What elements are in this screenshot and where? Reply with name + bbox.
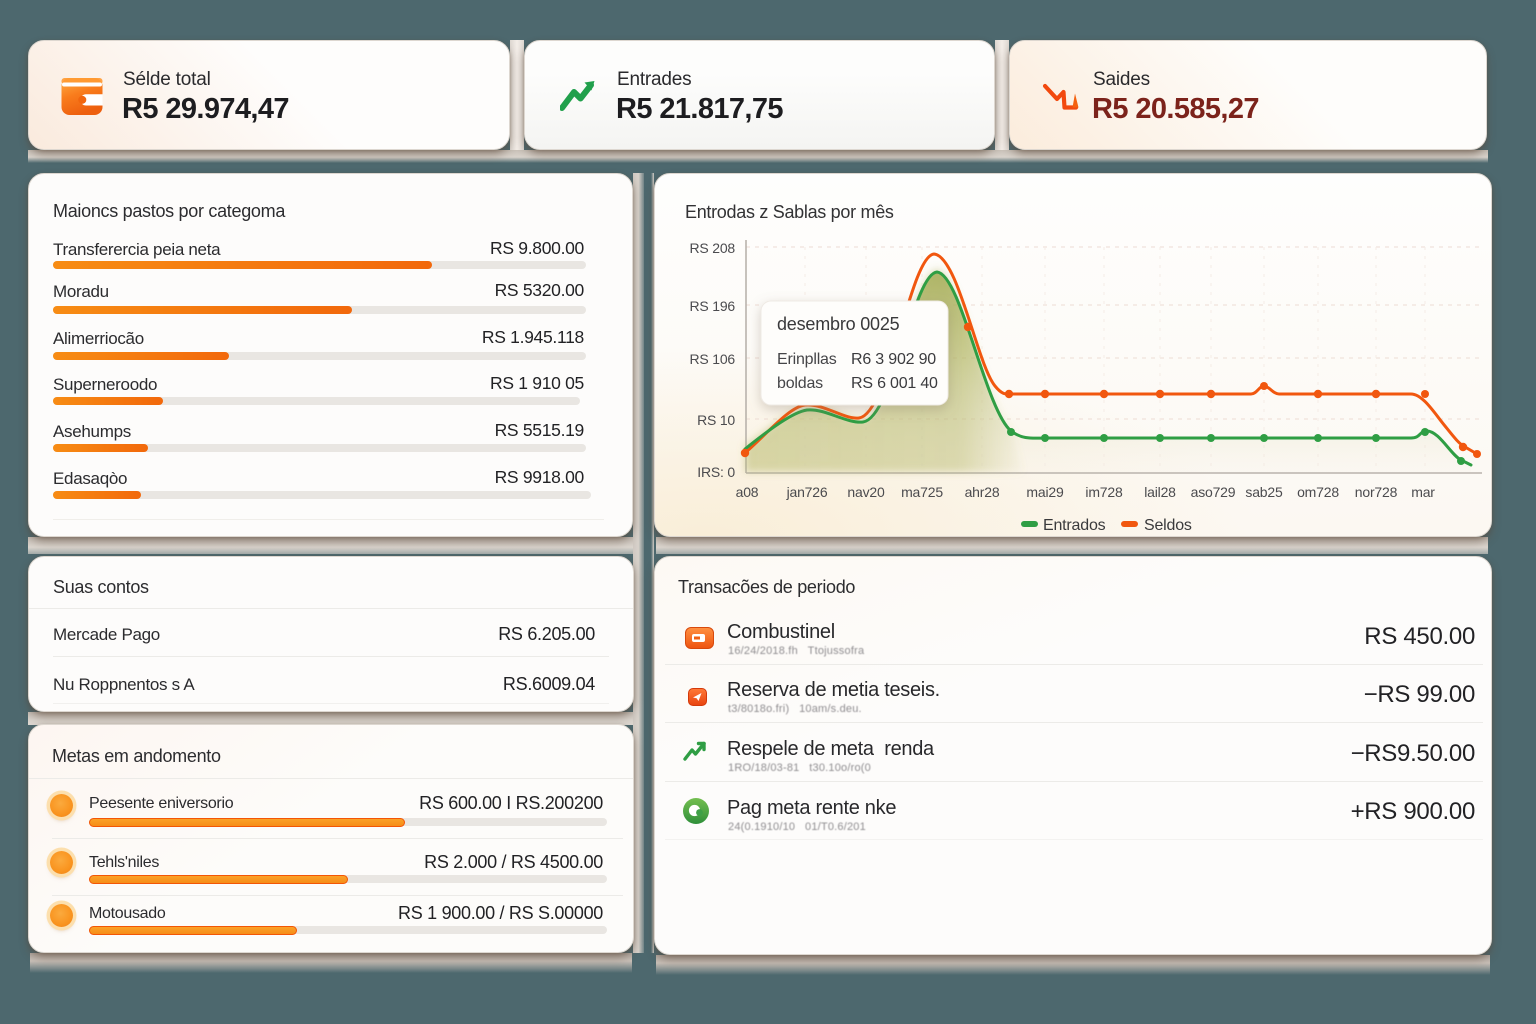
svg-text:Entrodas z Sablas por mês: Entrodas z Sablas por mês (685, 202, 894, 222)
svg-text:RS 196: RS 196 (690, 298, 736, 314)
svg-text:sab25: sab25 (1245, 484, 1283, 500)
svg-text:a08: a08 (736, 484, 759, 500)
svg-text:mar: mar (1411, 484, 1435, 500)
svg-text:jan726: jan726 (786, 484, 828, 500)
svg-text:RS 6 001 40: RS 6 001 40 (851, 375, 938, 392)
svg-text:RS 10: RS 10 (697, 412, 735, 428)
svg-text:im728: im728 (1085, 484, 1123, 500)
svg-text:RS 106: RS 106 (690, 351, 736, 367)
svg-text:Erinpllas: Erinpllas (777, 351, 837, 368)
svg-text:Seldos: Seldos (1144, 517, 1192, 534)
svg-text:mai29: mai29 (1026, 484, 1064, 500)
svg-text:IRS: 0: IRS: 0 (697, 464, 735, 480)
svg-text:om728: om728 (1297, 484, 1339, 500)
svg-text:boldas: boldas (777, 375, 823, 392)
svg-text:nav20: nav20 (847, 484, 885, 500)
svg-text:desembro 0025: desembro 0025 (777, 314, 900, 334)
svg-text:nor728: nor728 (1355, 484, 1398, 500)
svg-text:aso729: aso729 (1191, 484, 1236, 500)
svg-text:RS 208: RS 208 (690, 240, 736, 256)
svg-text:ahr28: ahr28 (965, 484, 1000, 500)
svg-text:lail28: lail28 (1144, 484, 1176, 500)
svg-text:Entrados: Entrados (1043, 517, 1106, 534)
svg-text:ma725: ma725 (901, 484, 943, 500)
svg-text:R6 3 902 90: R6 3 902 90 (851, 351, 936, 368)
